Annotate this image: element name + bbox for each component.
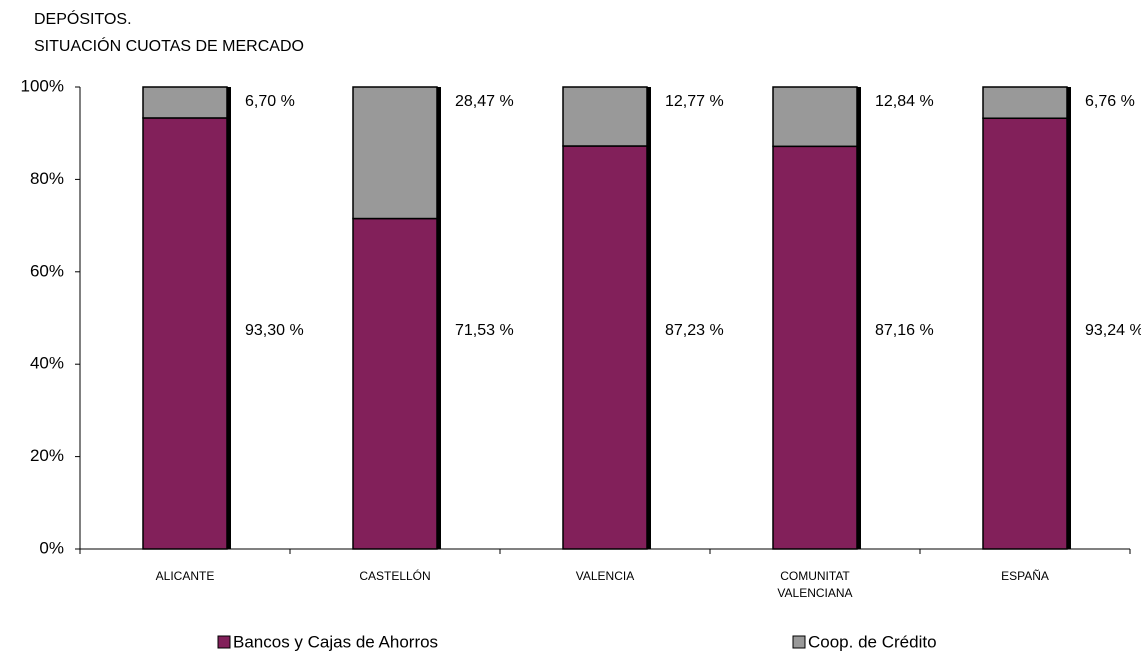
data-label: 71,53 % xyxy=(455,322,514,339)
y-tick-label: 60% xyxy=(30,261,64,280)
bar-segment xyxy=(562,86,648,147)
data-label: 6,70 % xyxy=(245,93,295,110)
bar-segment xyxy=(142,86,228,119)
x-tick-label: CASTELLÓN xyxy=(359,568,430,583)
bar-segment xyxy=(982,117,1068,550)
bar-segment xyxy=(352,217,438,550)
data-label: 87,16 % xyxy=(875,322,934,339)
y-tick-label: 20% xyxy=(30,446,64,465)
data-label: 6,76 % xyxy=(1085,93,1135,110)
x-tick-label: VALENCIA xyxy=(576,569,634,583)
data-label: 12,84 % xyxy=(875,93,934,110)
bar-segment xyxy=(772,86,858,148)
x-tick-label: COMUNITAT VALENCIANA xyxy=(777,569,852,600)
y-tick-label: 0% xyxy=(39,538,64,557)
data-label: 28,47 % xyxy=(455,93,514,110)
data-label: 87,23 % xyxy=(665,322,724,339)
bar-segment xyxy=(562,145,648,550)
data-label: 93,30 % xyxy=(245,322,304,339)
x-tick-label: ALICANTE xyxy=(156,569,215,583)
data-label: 93,24 % xyxy=(1085,322,1141,339)
legend-label: Bancos y Cajas de Ahorros xyxy=(233,632,438,651)
y-tick-label: 80% xyxy=(30,169,64,188)
bar-segment xyxy=(142,117,228,550)
y-tick-label: 100% xyxy=(21,76,64,95)
bar-segment xyxy=(772,145,858,550)
bar-segment xyxy=(982,86,1068,119)
bar-segment xyxy=(352,86,438,220)
y-tick-label: 40% xyxy=(30,354,64,373)
legend-label: Coop. de Crédito xyxy=(808,632,937,651)
legend-swatch xyxy=(217,635,231,649)
x-tick-label: ESPAÑA xyxy=(1001,569,1049,583)
chart-subtitle: SITUACIÓN CUOTAS DE MERCADO xyxy=(34,36,304,55)
chart-title: DEPÓSITOS. xyxy=(34,9,132,28)
data-label: 12,77 % xyxy=(665,93,724,110)
legend-swatch xyxy=(792,635,806,649)
